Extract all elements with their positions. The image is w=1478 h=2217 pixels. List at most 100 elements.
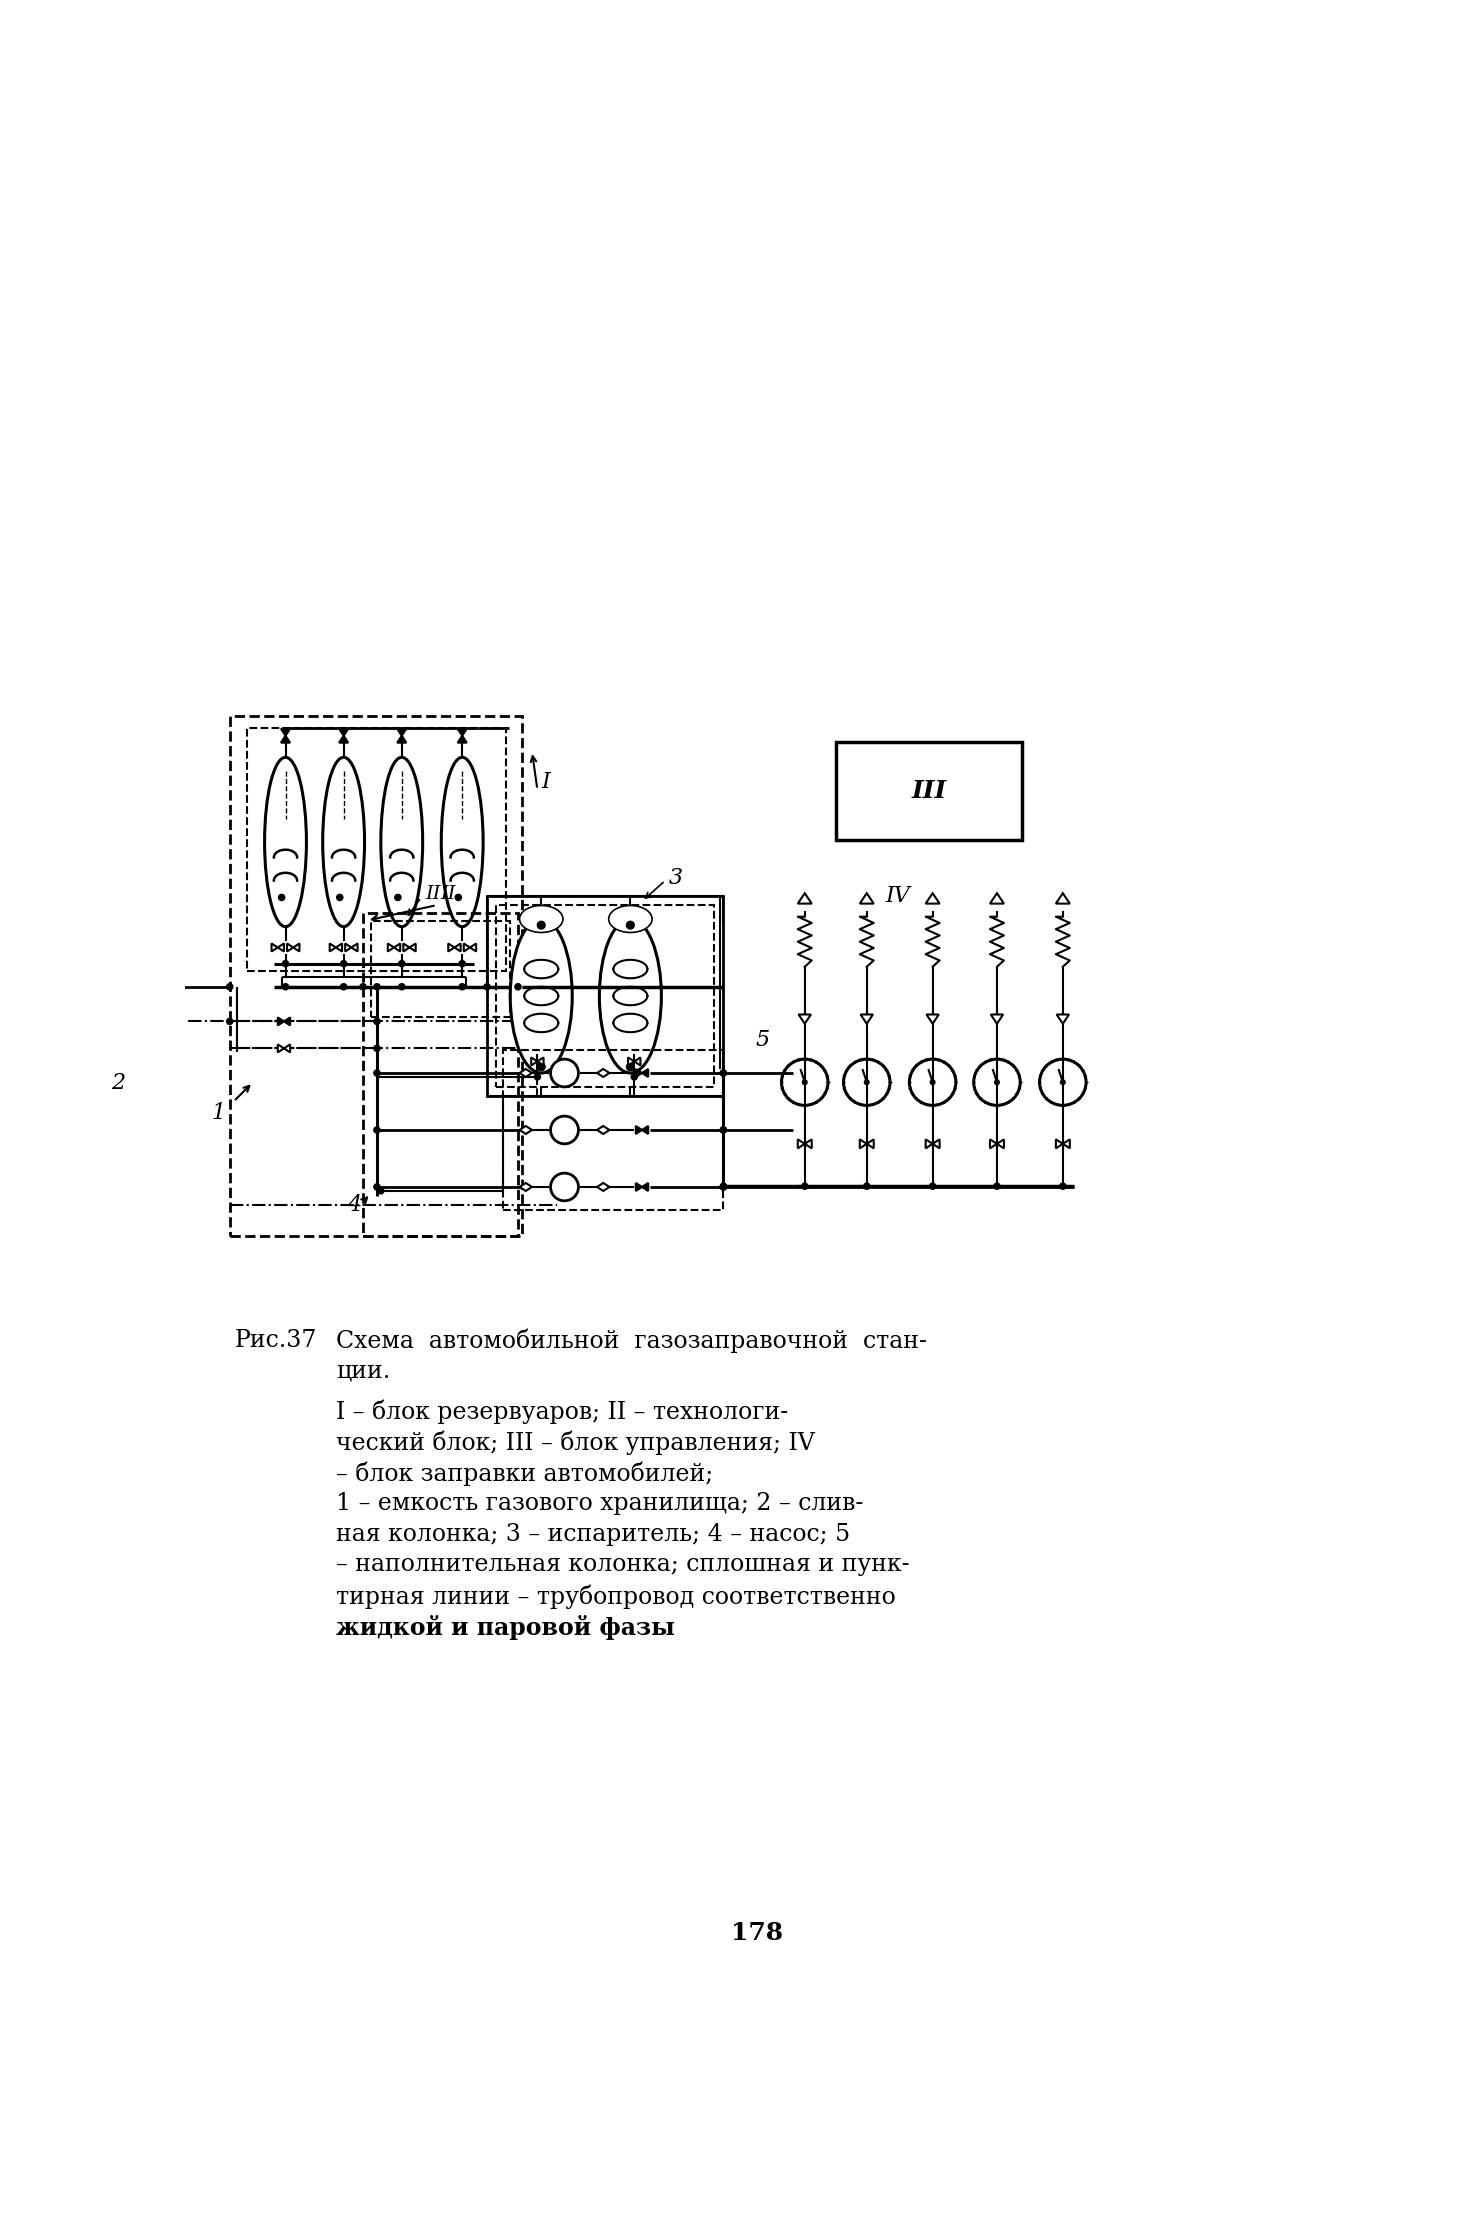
Polygon shape (520, 1069, 532, 1077)
Polygon shape (628, 1058, 634, 1066)
Bar (364, 913, 517, 1237)
Text: – блок заправки автомобилей;: – блок заправки автомобилей; (336, 1461, 712, 1485)
Polygon shape (470, 944, 476, 951)
Polygon shape (454, 944, 461, 951)
Polygon shape (641, 1184, 649, 1191)
Text: 5: 5 (755, 1029, 770, 1051)
Bar (247, 727, 507, 971)
Ellipse shape (520, 905, 563, 933)
Ellipse shape (600, 920, 661, 1073)
Polygon shape (990, 893, 1004, 905)
Text: Схема  автомобильной  газозаправочной  стан-: Схема автомобильной газозаправочной стан… (336, 1328, 927, 1352)
Polygon shape (403, 944, 409, 951)
Polygon shape (798, 893, 811, 905)
Circle shape (374, 1126, 380, 1133)
Polygon shape (860, 1140, 866, 1148)
Polygon shape (925, 893, 940, 905)
Polygon shape (398, 729, 406, 736)
Polygon shape (338, 736, 349, 743)
Circle shape (720, 1184, 727, 1191)
Circle shape (374, 1184, 380, 1191)
Circle shape (1039, 1060, 1086, 1106)
Polygon shape (336, 944, 341, 951)
Polygon shape (597, 1069, 609, 1077)
Circle shape (142, 984, 148, 989)
Bar (497, 905, 714, 1086)
Circle shape (631, 1073, 637, 1080)
Polygon shape (641, 1126, 649, 1133)
Polygon shape (636, 1069, 641, 1077)
Circle shape (226, 1018, 234, 1024)
Circle shape (340, 960, 347, 967)
Polygon shape (387, 944, 395, 951)
Text: 1: 1 (211, 1102, 226, 1124)
Polygon shape (346, 944, 352, 951)
Polygon shape (538, 1058, 544, 1066)
Ellipse shape (381, 758, 423, 927)
Bar (503, 1051, 723, 1210)
Text: 3: 3 (670, 867, 683, 889)
Ellipse shape (442, 758, 483, 927)
Polygon shape (409, 944, 415, 951)
Circle shape (801, 1184, 808, 1188)
Bar (486, 896, 723, 1095)
Circle shape (399, 984, 405, 989)
Ellipse shape (609, 905, 652, 933)
Circle shape (374, 984, 380, 989)
Polygon shape (998, 1140, 1004, 1148)
Text: Рис.37: Рис.37 (235, 1328, 318, 1352)
Circle shape (483, 984, 491, 989)
Polygon shape (1055, 1140, 1063, 1148)
Circle shape (550, 1060, 578, 1086)
Ellipse shape (322, 758, 365, 927)
Circle shape (226, 984, 234, 989)
Circle shape (550, 1173, 578, 1202)
Circle shape (995, 1080, 999, 1084)
Circle shape (340, 984, 347, 989)
Bar (835, 743, 1021, 840)
Polygon shape (520, 1126, 532, 1133)
Circle shape (974, 1060, 1020, 1106)
Circle shape (534, 1073, 541, 1080)
Circle shape (395, 893, 401, 900)
Polygon shape (281, 736, 290, 743)
Polygon shape (464, 944, 470, 951)
Polygon shape (531, 1058, 538, 1066)
Circle shape (399, 960, 405, 967)
Polygon shape (458, 729, 467, 736)
Polygon shape (278, 944, 284, 951)
Polygon shape (927, 1015, 939, 1024)
Circle shape (538, 922, 545, 929)
Polygon shape (990, 1015, 1004, 1024)
Circle shape (374, 1044, 380, 1051)
Polygon shape (860, 893, 873, 905)
Text: ная колонка; 3 – испаритель; 4 – насос; 5: ная колонка; 3 – испаритель; 4 – насос; … (336, 1523, 850, 1545)
Polygon shape (164, 1018, 171, 1026)
Polygon shape (990, 1140, 998, 1148)
Ellipse shape (510, 920, 572, 1073)
Polygon shape (634, 1058, 640, 1066)
Polygon shape (338, 729, 349, 736)
Circle shape (720, 1071, 727, 1075)
Text: 1 – емкость газового хранилища; 2 – слив-: 1 – емкость газового хранилища; 2 – слив… (336, 1492, 863, 1514)
Circle shape (538, 1062, 545, 1071)
Polygon shape (330, 944, 336, 951)
Bar (229, 716, 522, 1237)
Circle shape (803, 1080, 807, 1084)
Circle shape (930, 1184, 936, 1188)
Polygon shape (278, 1044, 284, 1053)
Text: II: II (426, 885, 440, 902)
Circle shape (720, 1126, 727, 1133)
Circle shape (720, 1071, 727, 1075)
Circle shape (282, 960, 288, 967)
Polygon shape (398, 736, 406, 743)
Circle shape (909, 1060, 956, 1106)
Polygon shape (448, 944, 454, 951)
Circle shape (1061, 1080, 1066, 1084)
Circle shape (550, 1115, 578, 1144)
Circle shape (627, 922, 634, 929)
Polygon shape (278, 1018, 284, 1026)
Circle shape (282, 984, 288, 989)
Text: ции.: ции. (336, 1359, 390, 1383)
Circle shape (844, 1060, 890, 1106)
